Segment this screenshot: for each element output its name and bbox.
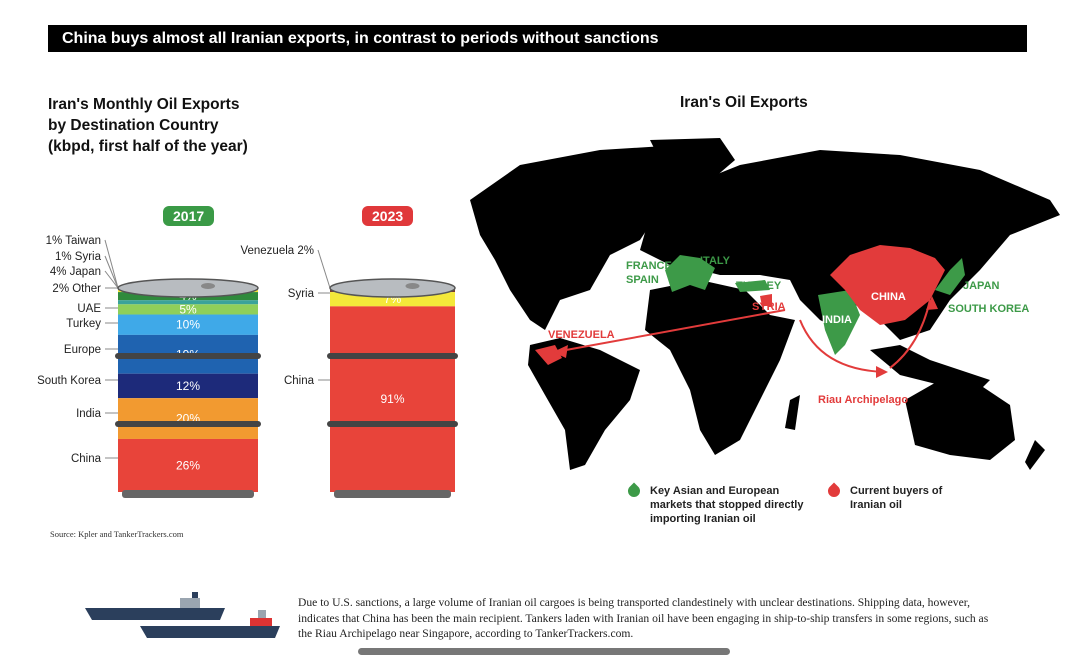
segment-value-label: 91% [380, 392, 404, 406]
segment-side-label: 4% Japan [50, 266, 101, 278]
france-spain-italy [665, 255, 715, 292]
segment-side-label: China [71, 453, 102, 465]
syria-shape [760, 294, 772, 306]
europe-asia [640, 150, 1060, 340]
barrel-segment-china [118, 438, 258, 492]
red-countries [535, 245, 945, 365]
tanker-ships-icon [85, 592, 280, 638]
turkey-shape [735, 280, 770, 292]
map-label-south-korea: SOUTH KOREA [948, 303, 1029, 315]
barrel-segment-turkey [118, 314, 258, 335]
green-countries [665, 255, 965, 355]
map-label-syria: SYRIA [752, 301, 786, 313]
segment-side-label: Venezuela 2% [240, 245, 314, 257]
land-masses [470, 138, 1060, 470]
barrel-lid [117, 278, 259, 298]
map-label-riau: Riau Archipelago [818, 394, 908, 406]
segment-side-label: South Korea [37, 375, 102, 387]
heading-line: by Destination Country [48, 117, 219, 134]
barrel-segment-china [330, 306, 455, 492]
map-label-china: CHINA [871, 291, 906, 303]
southeast-asia [870, 345, 990, 390]
map-label-venezuela: VENEZUELA [548, 329, 615, 341]
barrel-base [334, 490, 451, 498]
route-arrowheads [553, 296, 938, 378]
map-label-italy: ITALY [700, 255, 731, 267]
barrel-rim [115, 421, 261, 427]
segment-value-label: 12% [176, 379, 200, 393]
segment-side-label: Syria [288, 288, 315, 300]
segment-value-label: 10% [176, 318, 200, 332]
africa [645, 280, 795, 455]
australia [905, 380, 1015, 460]
segment-side-label: China [284, 375, 315, 387]
barrel-cap [405, 283, 420, 289]
barrel-rim [327, 421, 458, 427]
horizontal-scrollbar[interactable] [358, 648, 730, 655]
map-label-france: FRANCE [626, 260, 672, 272]
madagascar [785, 395, 800, 430]
heading-line: (kbpd, first half of the year) [48, 138, 248, 155]
india-shape [818, 290, 860, 355]
heading-line: Iran's Monthly Oil Exports [48, 96, 240, 113]
segment-side-label: UAE [77, 303, 101, 315]
year-badge-2023: 2023 [362, 206, 414, 226]
china-shape [830, 245, 945, 325]
explanation-paragraph: Due to U.S. sanctions, a large volume of… [298, 596, 989, 640]
legend-green: Key Asian and European markets that stop… [650, 485, 804, 525]
segment-side-label: India [76, 408, 102, 420]
north-america [470, 145, 720, 330]
legend-red: Current buyers of Iranian oil [850, 485, 943, 511]
year-badge-2017: 2017 [163, 206, 215, 226]
segment-value-label: 26% [176, 458, 200, 472]
infographic-title: China buys almost all Iranian exports, i… [48, 25, 1027, 52]
barrel-segment-uae [118, 304, 258, 315]
barrel-lid [329, 278, 456, 298]
chart-heading: Iran's Monthly Oil Exports by Destinatio… [48, 94, 248, 157]
leader-line [104, 270, 119, 289]
barrel-rim [115, 353, 261, 359]
map-label-india: INDIA [822, 314, 852, 326]
venezuela-shape [535, 345, 562, 365]
leader-line [104, 255, 119, 289]
barrel-segment-other [118, 300, 258, 305]
barrel-cap [201, 283, 215, 289]
segment-side-label: Turkey [66, 318, 101, 330]
leader-line [104, 239, 119, 289]
new-zealand [1025, 440, 1045, 470]
segment-side-label: 2% Other [52, 283, 101, 295]
segment-value-label: 5% [179, 302, 197, 316]
route-venezuela [554, 309, 786, 353]
japan-korea-shape [935, 258, 965, 295]
segment-side-label: Europe [64, 344, 101, 356]
route-riau [799, 319, 886, 373]
map-label-spain: SPAIN [626, 274, 659, 286]
leader-line [317, 249, 331, 289]
map-label-turkey: TURKEY [736, 280, 782, 292]
barrel-segment-india [118, 398, 258, 439]
segment-side-label: 1% Taiwan [46, 235, 101, 247]
south-america [528, 338, 640, 470]
segment-side-label: 1% Syria [55, 251, 102, 263]
barrel-rim [327, 353, 458, 359]
source-note: Source: Kpler and TankerTrackers.com [50, 529, 184, 539]
barrel-base [122, 490, 254, 498]
barrel-segment-south-korea [118, 373, 258, 399]
map-label-japan: JAPAN [963, 280, 1000, 292]
map-title: Iran's Oil Exports [680, 94, 808, 111]
